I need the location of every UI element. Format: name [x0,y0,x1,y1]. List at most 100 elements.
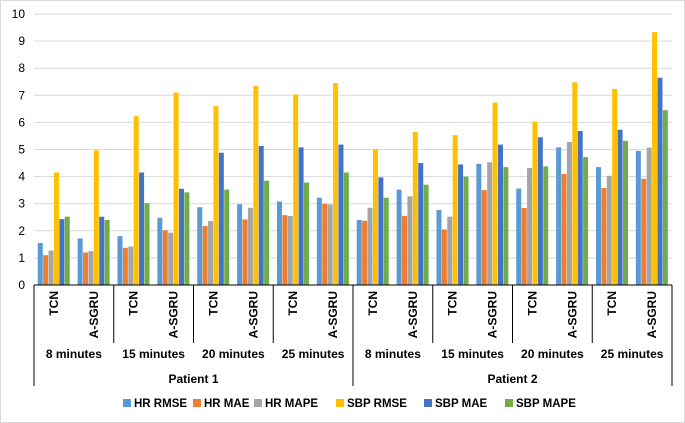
bar [343,172,349,285]
bar [59,219,65,285]
x-group-label-horizon: 25 minutes [282,347,345,361]
bar [247,207,253,285]
legend-label: HR MAE [204,398,250,410]
bar [333,83,339,285]
legend-swatch [254,399,262,407]
bar [487,162,493,285]
bar [657,77,663,285]
bar [327,204,333,285]
bar [88,251,94,285]
legend-swatch [505,399,513,407]
bar [322,203,328,285]
bar [463,176,469,285]
legend-swatch [424,399,432,407]
bar [543,166,549,285]
bar [635,150,641,285]
bar [617,129,623,285]
legend-swatch [336,399,344,407]
bar [43,255,49,285]
bar [287,215,293,285]
bar [157,217,163,285]
bar [83,252,89,285]
x-tick-label-model: TCN [605,291,619,316]
bar [128,246,134,285]
y-tick-label: 3 [18,197,25,211]
x-tick-label-model: A-SGRU [326,291,340,338]
bar [516,188,522,285]
x-group-label-horizon: 20 minutes [521,347,584,361]
legend-swatch [123,399,131,407]
x-tick-label-model: TCN [525,291,539,316]
x-tick-label-model: TCN [206,291,220,316]
bar [441,229,447,285]
bar [133,116,139,286]
x-tick-label-model: TCN [366,291,380,316]
legend-label: SBP RMSE [347,398,407,410]
x-group-label-horizon: 15 minutes [122,347,185,361]
y-tick-label: 6 [18,115,25,129]
bar [144,203,150,285]
bar [476,163,482,285]
legend-label: HR MAPE [265,398,318,410]
x-group-label-horizon: 8 minutes [365,347,421,361]
bar [218,152,224,285]
bar [237,204,243,285]
bar [367,207,373,285]
y-tick-label: 0 [18,278,25,292]
bar [407,196,413,285]
x-group-label-patient: Patient 2 [487,372,537,386]
y-tick-label: 8 [18,61,25,75]
bar [583,157,589,285]
legend-label: HR RMSE [134,398,187,410]
legend-label: SBP MAPE [516,398,576,410]
bar [258,145,264,285]
bar [362,220,368,285]
bar [577,131,583,285]
bar [77,238,83,285]
bar [293,94,299,285]
bar [298,147,304,285]
category-axis: TCN A-SGRU TCN A-SGRU TCN A-SGRU TCN A-SGRU TCN A… [33,284,673,386]
bar [527,167,533,285]
y-tick-label: 5 [18,143,25,157]
bar [418,163,424,285]
y-tick-label: 2 [18,224,25,238]
bar [139,172,145,285]
bar [412,131,418,285]
legend: HR RMSE HR MAE HR MAPE SBP RMSE SBP MAE SBP M… [123,398,576,410]
bar [572,82,578,286]
x-group-label-horizon: 8 minutes [46,347,102,361]
bar [606,175,612,285]
bar [423,184,429,285]
bar [282,215,288,285]
x-tick-label-model: A-SGRU [645,291,659,338]
x-tick-label-model: TCN [127,291,141,316]
x-group-label-horizon: 20 minutes [202,347,265,361]
bar [276,201,282,285]
bar [372,149,378,285]
bar [197,207,203,285]
bar [646,147,652,285]
x-tick-label-model: TCN [446,291,460,316]
bar [566,141,572,285]
bar [641,178,647,285]
x-tick-label-model: TCN [286,291,300,316]
bar [184,192,190,285]
bar [356,219,362,285]
bar [53,172,59,285]
x-group-label-horizon: 25 minutes [601,347,664,361]
x-group-label-patient: Patient 1 [168,372,218,386]
y-axis-tick-labels: 0 1 2 3 4 5 6 7 8 9 10 [12,7,26,292]
bar [652,32,658,286]
bar [64,216,70,285]
bars [37,32,668,286]
x-tick-label-model: A-SGRU [406,291,420,338]
bar [452,135,458,285]
bar [93,150,99,285]
bar [402,215,408,285]
bar [396,189,402,285]
bar [503,167,509,285]
bar [178,188,184,285]
bar [662,110,668,285]
